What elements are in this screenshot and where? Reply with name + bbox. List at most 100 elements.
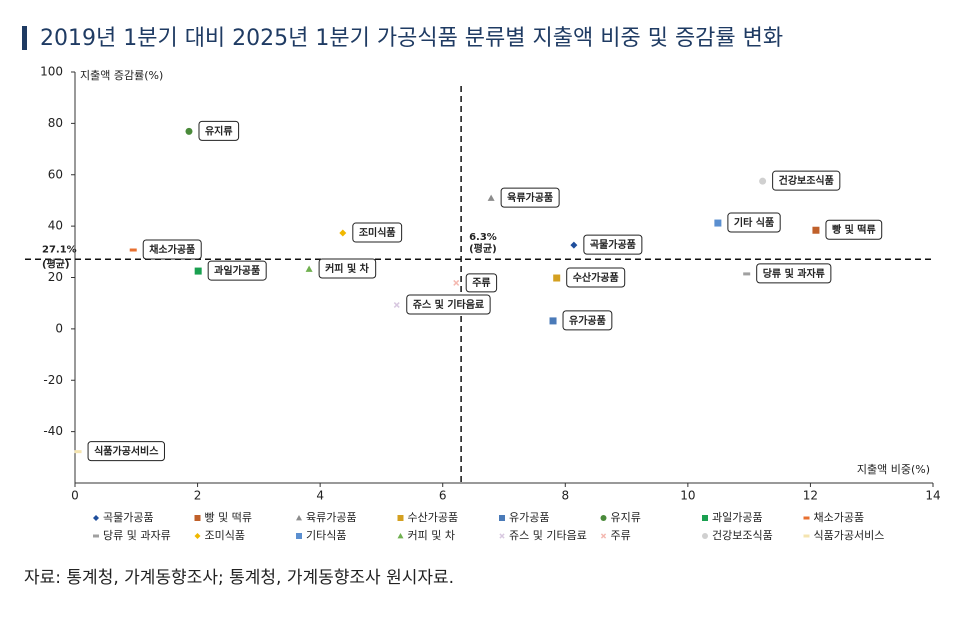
y-tick-label: 80 bbox=[48, 116, 63, 130]
marker bbox=[339, 229, 347, 237]
marker bbox=[129, 248, 137, 252]
label-box bbox=[583, 234, 643, 255]
point-label-text: 커피 및 차 bbox=[325, 262, 370, 275]
point-label: 수산가공품 bbox=[566, 267, 626, 288]
y-tick-label: -40 bbox=[43, 424, 63, 438]
x-tick-label: 6 bbox=[439, 489, 447, 503]
point-label: 채소가공품 bbox=[142, 239, 202, 260]
legend-label: 곡물가공품 bbox=[103, 511, 154, 524]
legend-label: 유가공품 bbox=[509, 511, 549, 524]
marker bbox=[743, 272, 751, 276]
point-label: 조미식품 bbox=[352, 222, 403, 243]
legend-marker bbox=[194, 533, 201, 539]
marker bbox=[393, 302, 400, 308]
point-label: 빵 및 떡류 bbox=[825, 219, 883, 240]
label-box bbox=[566, 267, 626, 288]
point-label: 유가공품 bbox=[562, 310, 613, 331]
y-tick-label: 40 bbox=[48, 219, 63, 233]
legend-marker bbox=[296, 515, 302, 521]
legend-marker bbox=[194, 515, 201, 521]
point-label: 육류가공품 bbox=[500, 187, 560, 208]
legend-marker bbox=[93, 515, 99, 521]
label-box bbox=[825, 219, 883, 240]
point-label-text: 육류가공품 bbox=[507, 191, 553, 204]
point-label: 식품가공서비스 bbox=[87, 441, 165, 462]
marker bbox=[185, 127, 193, 135]
legend-marker bbox=[397, 533, 404, 539]
label-box bbox=[562, 310, 613, 331]
legend-marker bbox=[702, 533, 708, 539]
label-box bbox=[465, 273, 498, 293]
legend-label: 주류 bbox=[611, 529, 631, 542]
legend-marker bbox=[93, 534, 99, 538]
marker bbox=[74, 450, 82, 454]
label-box bbox=[727, 212, 781, 233]
point-label: 곡물가공품 bbox=[583, 234, 643, 255]
legend-marker bbox=[600, 533, 607, 539]
point-label: 기타 식품 bbox=[727, 212, 781, 233]
point-label-text: 빵 및 떡류 bbox=[832, 223, 876, 236]
reference-note: (평균) bbox=[469, 242, 497, 255]
label-box bbox=[318, 258, 377, 279]
point-label-text: 당류 및 과자류 bbox=[763, 267, 825, 280]
source: 자료: 통계청, 가계동향조사; 통계청, 가계동향조사 원시자료. bbox=[24, 568, 454, 588]
marker bbox=[812, 226, 820, 234]
reference-label: 6.3% bbox=[469, 232, 497, 243]
legend-label: 식품가공서비스 bbox=[814, 529, 885, 542]
x-tick-label: 0 bbox=[71, 489, 79, 503]
legend-marker bbox=[397, 515, 404, 521]
legend-label: 커피 및 차 bbox=[408, 529, 455, 542]
point-label-text: 주류 bbox=[472, 277, 490, 289]
marker bbox=[549, 317, 557, 325]
label-box bbox=[352, 222, 403, 243]
y-tick-label: 0 bbox=[55, 321, 63, 335]
legend-marker bbox=[296, 533, 302, 539]
reference-note: (평균) bbox=[42, 257, 70, 270]
point-label-text: 곡물가공품 bbox=[590, 238, 636, 251]
y-tick-label: -20 bbox=[43, 373, 63, 387]
label-box bbox=[406, 294, 491, 315]
x-tick-label: 10 bbox=[680, 489, 695, 503]
legend-label: 당류 및 과자류 bbox=[103, 529, 171, 542]
legend-label: 육류가공품 bbox=[306, 511, 357, 524]
x-tick-label: 14 bbox=[925, 489, 940, 503]
reference-label: 27.1% bbox=[42, 244, 77, 255]
y-tick-label: 20 bbox=[48, 270, 63, 284]
legend-label: 쥬스 및 기타음료 bbox=[509, 529, 587, 542]
point-label: 커피 및 차 bbox=[318, 258, 377, 279]
point-label-text: 기타 식품 bbox=[734, 216, 774, 229]
label-box bbox=[198, 120, 240, 141]
legend-label: 건강보조식품 bbox=[712, 529, 773, 542]
marker bbox=[305, 265, 313, 272]
legend-label: 수산가공품 bbox=[408, 511, 459, 524]
marker bbox=[487, 194, 495, 201]
legend-marker bbox=[803, 534, 810, 538]
point-label: 건강보조식품 bbox=[772, 170, 841, 191]
marker bbox=[453, 279, 460, 286]
legend-label: 기타식품 bbox=[306, 529, 346, 542]
point-label-text: 수산가공품 bbox=[573, 271, 619, 284]
legend-label: 빵 및 떡류 bbox=[205, 511, 252, 524]
point-label-text: 채소가공품 bbox=[149, 243, 195, 256]
legend-marker bbox=[499, 533, 505, 539]
legend-label: 과일가공품 bbox=[712, 510, 763, 524]
point-label-text: 건강보조식품 bbox=[779, 174, 834, 187]
marker bbox=[714, 219, 722, 227]
point-label-text: 유가공품 bbox=[569, 314, 606, 327]
legend-marker bbox=[803, 516, 810, 520]
point-label: 주류 bbox=[465, 273, 498, 293]
y-tick-label: 100 bbox=[40, 65, 63, 79]
label-box bbox=[207, 260, 267, 281]
point-label: 유지류 bbox=[198, 120, 240, 141]
marker bbox=[570, 241, 578, 249]
title-marker bbox=[22, 26, 27, 50]
legend-marker bbox=[499, 515, 505, 521]
legend-label: 조미식품 bbox=[205, 529, 245, 542]
y-axis-label: 지출액 증감률(%) bbox=[80, 69, 163, 82]
marker bbox=[553, 274, 561, 282]
label-box bbox=[772, 170, 841, 191]
point-label-text: 조미식품 bbox=[359, 226, 396, 239]
y-tick-label: 60 bbox=[48, 167, 63, 181]
